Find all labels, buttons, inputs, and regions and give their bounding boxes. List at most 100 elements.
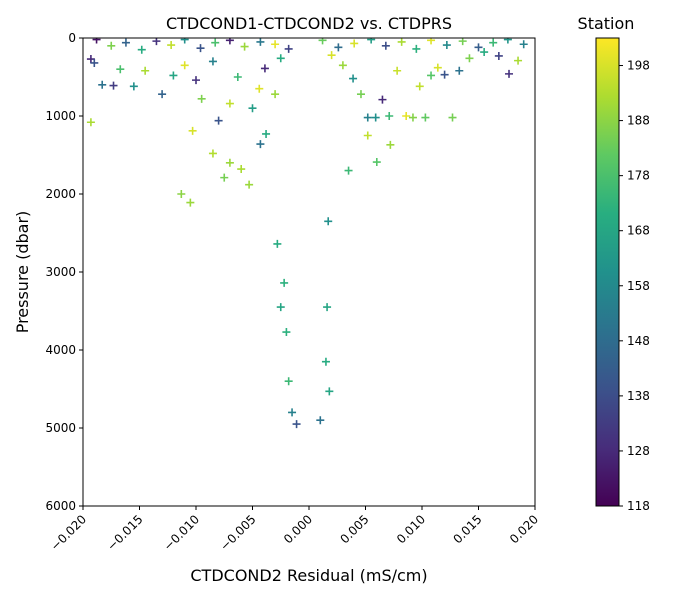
- scatter-point: [363, 113, 372, 122]
- scatter-point: [262, 129, 271, 138]
- scatter-point: [440, 70, 449, 79]
- scatter-point: [180, 61, 189, 70]
- scatter-point: [338, 61, 347, 70]
- scatter-point: [386, 140, 395, 149]
- scatter-point: [109, 81, 118, 90]
- scatter-point: [192, 76, 200, 85]
- scatter-point: [211, 38, 220, 47]
- scatter-point: [505, 69, 514, 78]
- scatter-point: [284, 44, 293, 53]
- scatter-point: [137, 45, 146, 54]
- scatter-point: [208, 149, 217, 158]
- scatter-point: [371, 113, 380, 122]
- x-tick-label: −0.005: [217, 512, 258, 553]
- scatter-point: [427, 71, 436, 80]
- y-tick-label: 6000: [45, 499, 76, 513]
- colorbar-ticks: 118 128 138 148 158 168 178 188 198: [619, 59, 650, 513]
- scatter-point: [415, 82, 424, 91]
- scatter-point: [318, 38, 327, 45]
- scatter-point: [141, 66, 150, 75]
- scatter-point: [327, 51, 336, 60]
- scatter-point: [197, 94, 206, 103]
- chart-title: CTDCOND1-CTDCOND2 vs. CTDPRS: [166, 14, 452, 33]
- scatter-point: [356, 90, 365, 99]
- scatter-point: [284, 377, 293, 386]
- scatter-point: [177, 190, 186, 198]
- scatter-point: [433, 63, 442, 72]
- scatter-point: [256, 38, 265, 46]
- colorbar-tick-label: 138: [627, 389, 650, 403]
- scatter-point: [412, 44, 421, 53]
- scatter-point: [325, 387, 334, 396]
- colorbar-tick-label: 158: [627, 279, 650, 293]
- x-tick-label: −0.015: [104, 512, 145, 553]
- scatter-point: [188, 126, 197, 135]
- scatter-point: [208, 57, 217, 66]
- scatter-point: [408, 113, 417, 122]
- scatter-point: [514, 56, 523, 65]
- scatter-point: [273, 239, 282, 248]
- scatter-point: [324, 217, 333, 226]
- scatter-point: [372, 158, 381, 167]
- scatter-point: [220, 173, 229, 182]
- scatter-point: [381, 41, 390, 50]
- x-tick-label: 0.020: [507, 512, 541, 546]
- scatter-point: [402, 112, 411, 120]
- scatter-point: [90, 58, 99, 67]
- x-axis-label: CTDCOND2 Residual (mS/cm): [190, 566, 427, 585]
- scatter-point: [350, 39, 359, 48]
- scatter-point: [169, 71, 178, 80]
- colorbar-tick-label: 128: [627, 444, 650, 458]
- scatter-point: [397, 38, 406, 46]
- scatter-point: [240, 42, 249, 51]
- y-tick-label: 2000: [45, 187, 76, 201]
- colorbar-tick-label: 148: [627, 334, 650, 348]
- scatter-point: [494, 51, 503, 60]
- x-tick-label: −0.010: [161, 512, 202, 553]
- scatter-point: [121, 38, 130, 47]
- y-tick-label: 0: [68, 31, 76, 45]
- scatter-point: [442, 41, 451, 50]
- scatter-point: [225, 99, 234, 108]
- scatter-point: [344, 166, 353, 175]
- scatter-points: [86, 38, 528, 429]
- scatter-point: [292, 420, 301, 429]
- scatter-point: [214, 116, 223, 125]
- colorbar-tick-label: 118: [627, 499, 650, 513]
- colorbar-label: Station: [578, 14, 635, 33]
- scatter-point: [180, 38, 189, 44]
- scatter-point: [367, 38, 376, 44]
- scatter-point: [186, 198, 195, 207]
- scatter-point: [225, 158, 234, 167]
- y-tick-label: 1000: [45, 109, 76, 123]
- scatter-point: [116, 65, 125, 74]
- scatter-point: [474, 43, 483, 52]
- scatter-point: [158, 90, 167, 99]
- y-tick-label: 5000: [45, 421, 76, 435]
- scatter-point: [86, 118, 95, 127]
- scatter-point: [323, 303, 332, 312]
- scatter-point: [288, 408, 297, 417]
- scatter-point: [107, 41, 116, 50]
- colorbar-tick-label: 188: [627, 114, 650, 128]
- y-axis: 0 1000 2000 3000 4000 5000 6000: [45, 31, 83, 513]
- scatter-point: [349, 74, 358, 83]
- y-axis-label: Pressure (dbar): [13, 211, 32, 334]
- scatter-point: [260, 64, 269, 73]
- scatter-point: [276, 303, 285, 312]
- scatter-point: [334, 43, 343, 52]
- scatter-point: [455, 66, 464, 75]
- scatter-point: [271, 90, 280, 99]
- scatter-point: [282, 328, 291, 337]
- x-axis: −0.020 −0.015 −0.010 −0.005 0.000 0.005 0.010 0…: [48, 506, 541, 554]
- x-tick-label: 0.015: [450, 512, 484, 546]
- scatter-point: [465, 54, 474, 63]
- scatter-point: [316, 416, 325, 425]
- scatter-point: [237, 165, 246, 174]
- x-tick-label: 0.010: [394, 512, 428, 546]
- scatter-point: [92, 38, 101, 44]
- scatter-point: [427, 38, 436, 45]
- scatter-point: [503, 38, 512, 44]
- scatter-point: [225, 38, 234, 45]
- colorbar-tick-label: 168: [627, 224, 650, 238]
